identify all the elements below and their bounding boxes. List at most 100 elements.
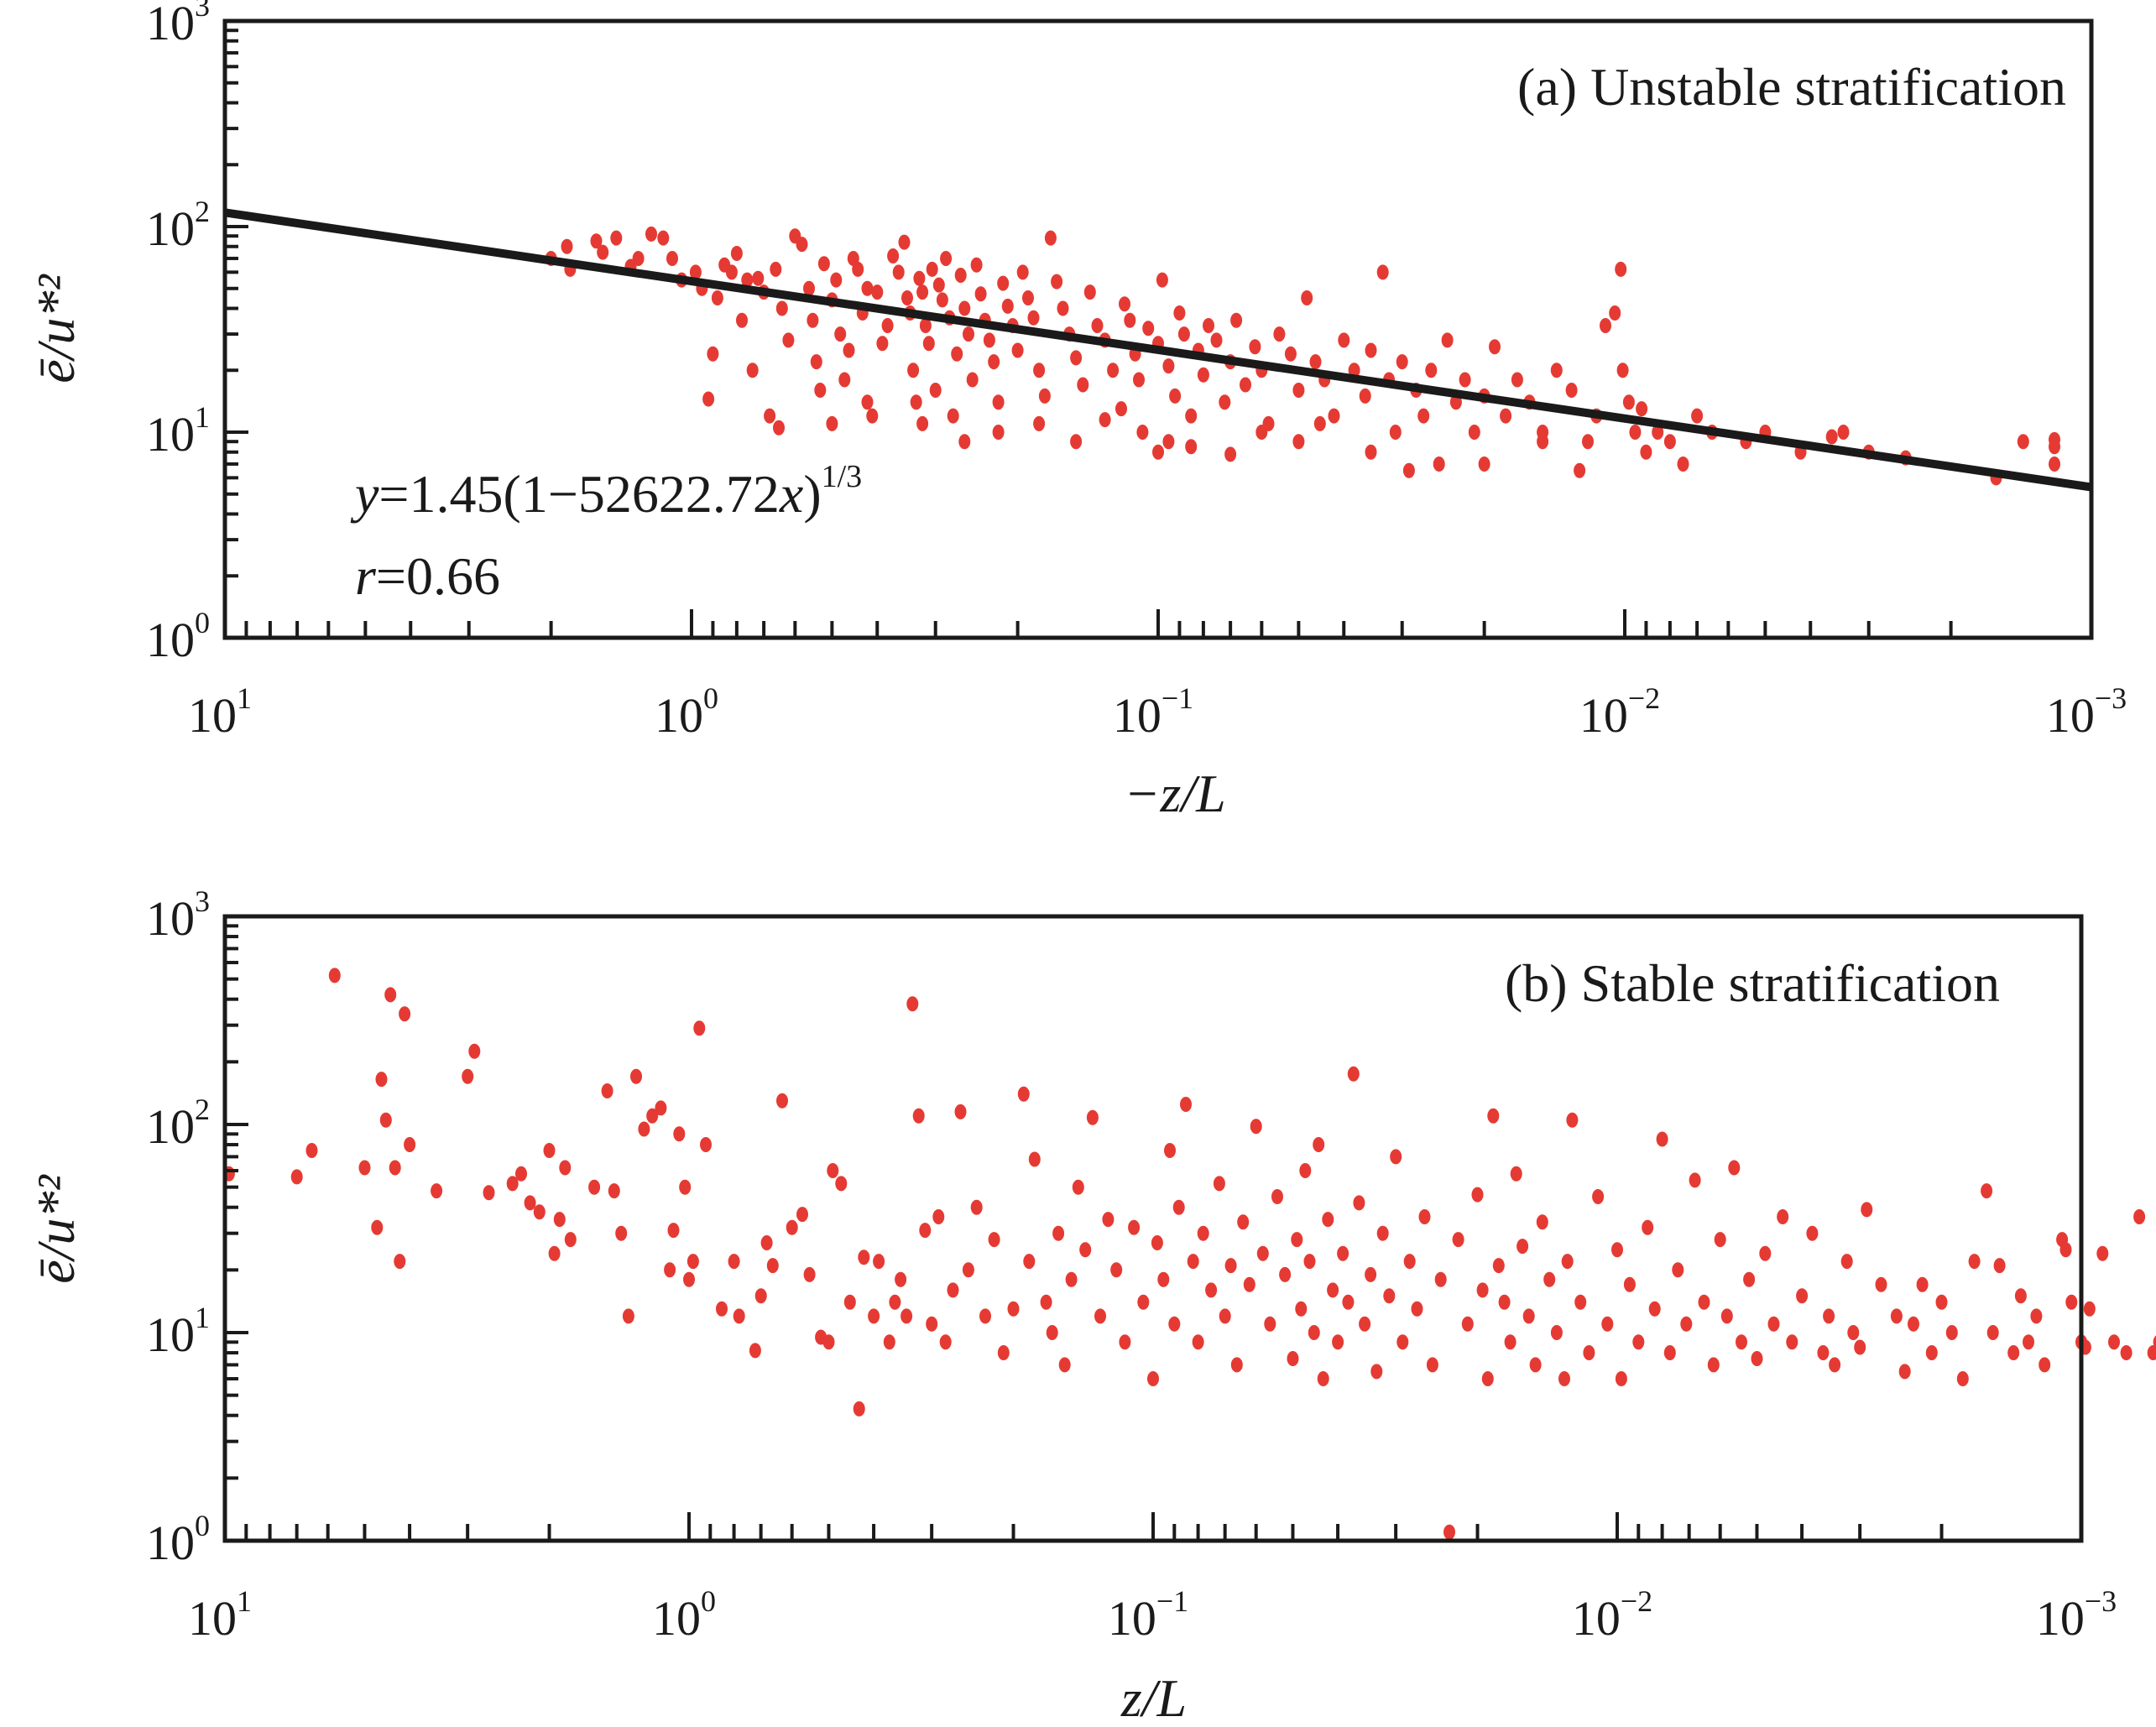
data-point <box>2049 457 2060 472</box>
data-point <box>588 1179 601 1195</box>
r-value: =0.66 <box>376 546 500 606</box>
data-point <box>916 284 929 300</box>
data-point <box>1313 1137 1325 1152</box>
data-point <box>932 1209 945 1224</box>
data-point <box>773 420 785 436</box>
data-point <box>1284 346 1297 362</box>
panel-a-unstable: 101 100 10−1 10−2 10−3 100 101 102 103 (a) Unsta… <box>26 0 2127 823</box>
data-point <box>358 1160 371 1176</box>
data-point <box>876 336 889 352</box>
data-point <box>1303 1254 1316 1270</box>
data-point <box>1728 1160 1741 1176</box>
data-point <box>1925 1345 1938 1360</box>
y-tick-label: 101 <box>146 1301 210 1362</box>
data-point <box>992 394 1005 410</box>
data-point <box>992 425 1005 440</box>
data-point <box>404 1137 416 1152</box>
data-point <box>1615 1371 1627 1386</box>
data-point <box>1038 388 1051 404</box>
data-point <box>1057 300 1069 316</box>
data-point <box>1543 1271 1556 1287</box>
data-point <box>1023 1254 1036 1270</box>
data-point <box>1861 1202 1873 1218</box>
data-point <box>1623 1276 1636 1292</box>
data-point <box>608 1183 620 1199</box>
data-point <box>803 280 815 296</box>
data-point <box>1481 1371 1494 1386</box>
panel-b-ylabel: ē/u*² <box>26 1174 86 1284</box>
data-point <box>1028 1151 1041 1167</box>
data-point <box>655 1100 667 1116</box>
data-point <box>533 1204 546 1220</box>
data-point <box>835 1176 848 1192</box>
data-point <box>543 1143 556 1158</box>
data-point <box>1137 1294 1150 1310</box>
data-point <box>1376 1225 1389 1241</box>
data-point <box>2023 1334 2034 1350</box>
data-point <box>817 256 830 272</box>
data-point <box>1390 1149 1402 1165</box>
data-point <box>1172 1199 1185 1215</box>
data-point <box>1317 1371 1329 1386</box>
data-point <box>1648 1301 1661 1317</box>
data-point <box>1249 339 1261 355</box>
data-point <box>693 1020 706 1036</box>
data-point <box>1609 305 1621 321</box>
data-point <box>1663 1345 1676 1360</box>
data-point <box>1461 1316 1474 1332</box>
data-point <box>1611 1242 1623 1258</box>
data-point <box>1529 1357 1542 1373</box>
data-point <box>1169 388 1182 404</box>
data-point <box>630 1068 642 1084</box>
data-point <box>1642 1219 1654 1235</box>
data-point <box>1471 1187 1484 1203</box>
data-point <box>1017 1086 1030 1102</box>
data-point <box>1292 383 1305 398</box>
data-point <box>515 1166 527 1182</box>
data-point <box>1632 1334 1645 1350</box>
data-point <box>1052 1225 1065 1241</box>
data-point <box>673 1126 686 1142</box>
data-point <box>1328 408 1340 424</box>
panel-b-tick-labels: 101 100 10−1 10−2 10−3 100 101 102 103 <box>146 884 2117 1646</box>
panel-b-points <box>222 968 2156 1540</box>
data-point <box>1040 1294 1052 1310</box>
data-point <box>657 230 670 246</box>
data-point <box>1522 1308 1535 1324</box>
data-point <box>1434 1271 1447 1287</box>
data-point <box>702 391 715 407</box>
data-point <box>1180 1097 1192 1112</box>
y-tick-label: 103 <box>146 884 210 946</box>
panel-a-ticks <box>223 29 2093 639</box>
data-point <box>958 434 971 450</box>
data-point <box>1083 284 1096 300</box>
data-point <box>926 261 938 277</box>
data-point <box>1935 1294 1948 1310</box>
equation-var: x <box>779 464 803 524</box>
y-tick-label: 101 <box>146 400 210 462</box>
data-point <box>1192 1334 1204 1350</box>
data-point <box>646 1108 659 1124</box>
data-point <box>1164 1143 1176 1158</box>
data-point <box>1072 1179 1084 1195</box>
data-point <box>1459 372 1471 388</box>
data-point <box>1636 401 1648 417</box>
data-point <box>2083 1301 2096 1317</box>
data-point <box>1433 457 1445 472</box>
data-point <box>1656 1131 1668 1147</box>
data-point <box>834 326 847 342</box>
data-point <box>962 1262 974 1278</box>
data-point <box>926 1316 938 1332</box>
data-point <box>1168 1316 1181 1332</box>
data-point <box>1338 332 1350 348</box>
data-point <box>1615 261 1627 277</box>
data-point <box>1110 1262 1123 1278</box>
data-point <box>932 277 945 293</box>
equation-close: ) <box>803 464 821 524</box>
data-point <box>1916 1276 1929 1292</box>
data-point <box>561 238 573 254</box>
data-point <box>1136 425 1149 440</box>
data-point <box>1417 408 1430 424</box>
data-point <box>375 1072 388 1088</box>
data-point <box>1403 1254 1416 1270</box>
